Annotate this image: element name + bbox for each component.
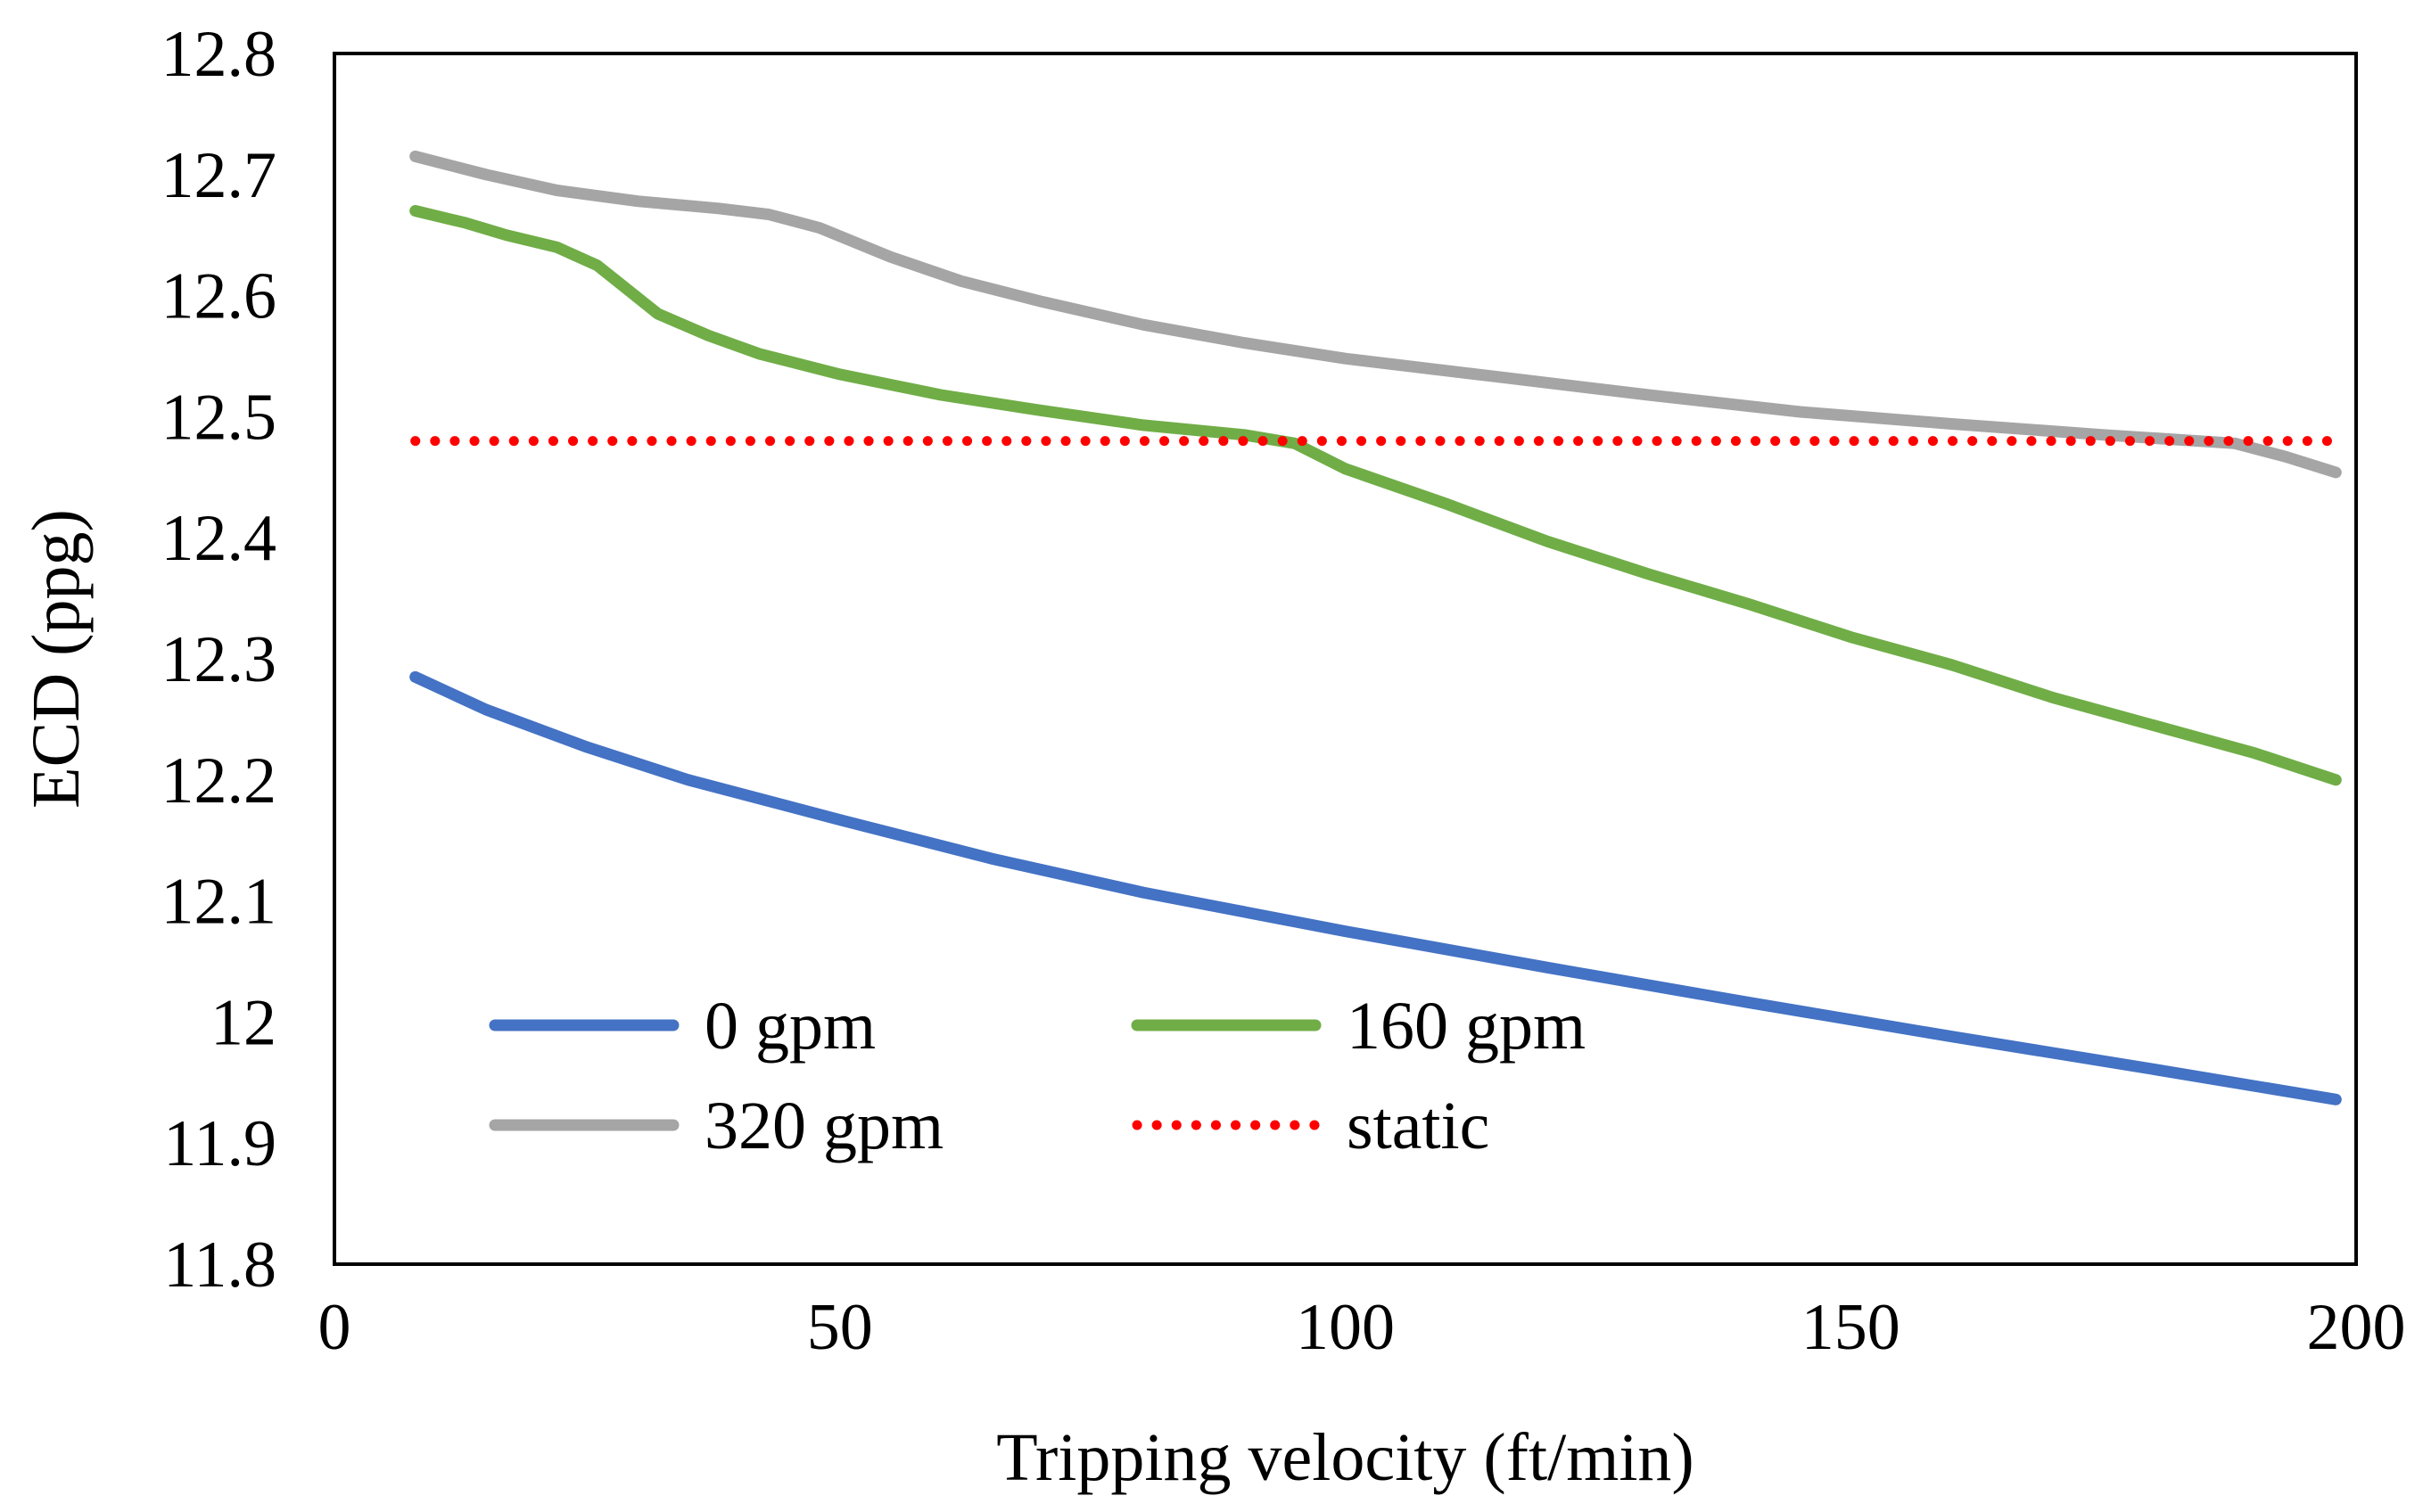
legend-label: static [1347, 1089, 1489, 1163]
legend-label: 160 gpm [1347, 989, 1586, 1064]
x-tick-label: 0 [318, 1291, 351, 1364]
y-tick-label: 12.5 [161, 381, 277, 454]
y-tick-label: 12 [210, 986, 276, 1059]
x-tick-label: 200 [2307, 1291, 2406, 1364]
x-tick-label: 100 [1296, 1291, 1395, 1364]
y-tick-label: 12.3 [161, 623, 277, 696]
y-tick-label: 12.8 [161, 18, 277, 91]
y-tick-label: 11.9 [163, 1107, 276, 1180]
series-line-160-gpm [409, 205, 2342, 786]
series-layer [409, 150, 2342, 1105]
y-tick-label: 12.1 [161, 866, 277, 939]
y-tick-label: 12.6 [161, 260, 277, 333]
y-tick-label: 12.2 [161, 744, 277, 818]
y-tick-label: 12.4 [161, 502, 277, 575]
y-tick-label: 12.7 [161, 139, 277, 212]
series-line-0-gpm [409, 670, 2342, 1105]
plot-area-frame [333, 52, 2358, 1266]
legend: 0 gpm 160 gpm 320 gpm static [489, 989, 1586, 1163]
x-tick-label: 50 [807, 1291, 873, 1364]
x-axis-ticks: 0 50 100 150 200 [318, 1291, 2406, 1364]
x-axis-title: Tripping velocity (ft/min) [996, 1420, 1694, 1495]
y-tick-label: 11.8 [163, 1228, 276, 1302]
y-axis-title: ECD (ppg) [19, 509, 94, 809]
y-axis-ticks: 11.8 11.9 12 12.1 12.2 12.3 12.4 12.5 12.6 12.7 12… [161, 18, 277, 1302]
x-tick-label: 150 [1801, 1291, 1900, 1364]
legend-label: 320 gpm [705, 1089, 944, 1163]
series-line-320-gpm [409, 150, 2342, 479]
legend-label: 0 gpm [705, 989, 876, 1064]
